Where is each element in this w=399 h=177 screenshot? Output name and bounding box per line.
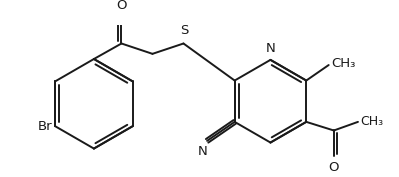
Text: O: O xyxy=(116,0,127,12)
Text: CH₃: CH₃ xyxy=(361,115,384,128)
Text: Br: Br xyxy=(38,120,53,133)
Text: N: N xyxy=(266,42,275,55)
Text: S: S xyxy=(180,24,189,38)
Text: CH₃: CH₃ xyxy=(331,57,356,70)
Text: O: O xyxy=(329,161,339,174)
Text: N: N xyxy=(198,145,207,158)
